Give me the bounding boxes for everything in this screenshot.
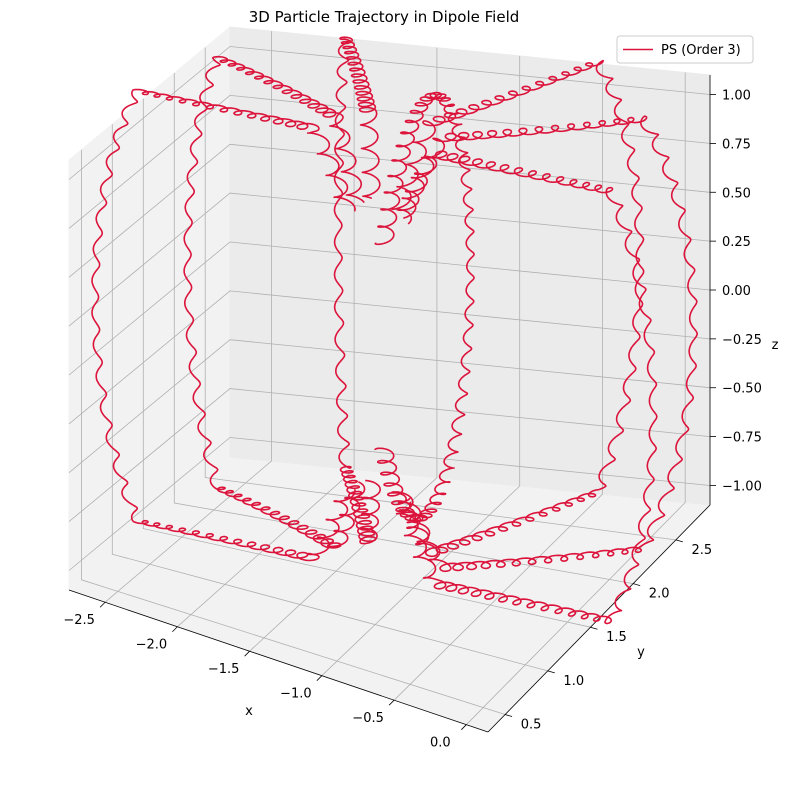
y-tick-mark	[504, 714, 513, 717]
x-grid-line	[249, 47, 438, 652]
z-grid-line	[68, 192, 711, 327]
legend-label: PS (Order 3)	[661, 43, 741, 58]
tick-marks	[99, 94, 716, 730]
trajectory-line	[397, 115, 699, 573]
x-grid-line	[177, 39, 355, 627]
y-tick-label: 1.0	[563, 674, 584, 689]
z-grid-line	[68, 241, 711, 376]
y-axis-line	[487, 504, 711, 733]
x-tick-mark	[461, 724, 467, 730]
trajectory-line	[395, 150, 658, 625]
legend-box	[616, 35, 754, 64]
x-tick-mark	[99, 601, 106, 608]
trajectory-line	[183, 55, 366, 549]
x-tick-label: −2.0	[136, 638, 168, 653]
y-tick-label: 2.5	[692, 543, 713, 558]
grid-lines	[68, 31, 711, 725]
x-tick-label: −1.0	[280, 687, 312, 702]
x-tick-mark	[316, 675, 323, 681]
x-tick-mark	[172, 626, 178, 633]
y-tick-label: 1.5	[606, 630, 627, 645]
x-tick-label: −1.5	[208, 662, 240, 677]
y-grid-line	[142, 98, 591, 628]
y-grid-line	[111, 124, 548, 672]
z-tick-label: 0.75	[722, 137, 751, 152]
y-axis-label: y	[637, 645, 645, 660]
z-tick-label: 0.25	[722, 235, 751, 250]
x-tick-label: −0.5	[352, 711, 384, 726]
y-tick-label: 0.5	[521, 718, 542, 733]
x-grid-line	[466, 72, 686, 725]
z-grid-line	[68, 437, 711, 571]
z-tick-label: −1.00	[722, 479, 762, 494]
y-tick-mark	[675, 539, 683, 543]
trajectory-line	[333, 36, 382, 545]
x-axis-label: x	[245, 704, 253, 719]
legend: PS (Order 3)	[616, 35, 754, 64]
tick-labels: −2.5 −2.0 −1.5 −1.0 −0.5 0.0 0.5 1.0 1.5 2.0 2.5 −1…	[63, 89, 762, 751]
y-tick-mark	[590, 626, 598, 630]
y-grid-line	[81, 149, 506, 715]
z-tick-label: 1.00	[722, 89, 751, 104]
trajectory-line	[91, 88, 356, 562]
z-tick-label: 0.50	[722, 186, 751, 201]
y-tick-mark	[547, 670, 555, 674]
x-tick-mark	[388, 699, 395, 706]
x-tick-label: 0.0	[430, 736, 451, 751]
z-tick-label: −0.50	[722, 382, 762, 397]
x-axis-line	[68, 589, 489, 733]
z-tick-label: 0.00	[722, 284, 751, 299]
data-lines	[91, 36, 699, 625]
trajectory-line	[391, 59, 645, 558]
y-tick-label: 2.0	[649, 587, 670, 602]
x-tick-label: −2.5	[63, 613, 95, 628]
z-grid-line	[68, 290, 711, 425]
x-grid-line	[104, 31, 272, 603]
x-grid-line	[393, 64, 603, 701]
chart-title: 3D Particle Trajectory in Dipole Field	[249, 8, 520, 26]
z-axis-label: z	[772, 338, 779, 353]
x-tick-mark	[244, 650, 250, 657]
z-grid-line	[68, 339, 711, 474]
y-tick-mark	[633, 583, 641, 586]
y-grid-line	[173, 73, 634, 584]
z-tick-label: −0.25	[722, 333, 762, 348]
axes-panes	[67, 25, 712, 733]
z-grid-line	[68, 94, 711, 229]
x-grid-line	[321, 56, 521, 676]
z-tick-label: −0.75	[722, 431, 762, 446]
